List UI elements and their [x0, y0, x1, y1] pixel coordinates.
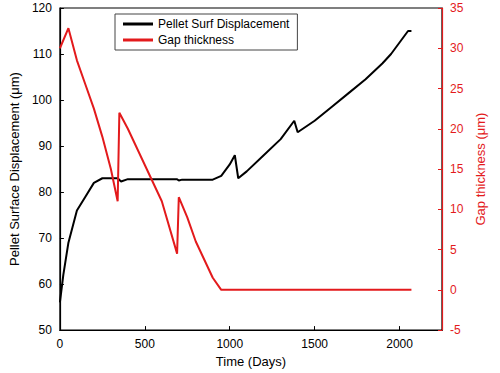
- svg-text:0: 0: [450, 283, 457, 297]
- svg-text:100: 100: [32, 93, 52, 107]
- svg-text:-5: -5: [450, 323, 461, 337]
- svg-text:2000: 2000: [386, 337, 413, 351]
- svg-text:80: 80: [39, 185, 53, 199]
- svg-text:Gap thickness: Gap thickness: [158, 33, 234, 47]
- svg-text:15: 15: [450, 162, 464, 176]
- svg-text:500: 500: [135, 337, 155, 351]
- svg-text:35: 35: [450, 1, 464, 15]
- svg-text:20: 20: [450, 122, 464, 136]
- svg-text:70: 70: [39, 231, 53, 245]
- svg-text:90: 90: [39, 139, 53, 153]
- svg-text:5: 5: [450, 243, 457, 257]
- svg-text:Pellet Surface Displacement (μ: Pellet Surface Displacement (μm): [7, 72, 22, 266]
- svg-text:60: 60: [39, 277, 53, 291]
- svg-text:0: 0: [57, 337, 64, 351]
- svg-text:50: 50: [39, 323, 53, 337]
- svg-text:30: 30: [450, 41, 464, 55]
- svg-text:Time (Days): Time (Days): [216, 354, 286, 369]
- svg-text:120: 120: [32, 1, 52, 15]
- svg-text:10: 10: [450, 202, 464, 216]
- svg-text:1500: 1500: [301, 337, 328, 351]
- svg-text:25: 25: [450, 82, 464, 96]
- svg-text:1000: 1000: [216, 337, 243, 351]
- svg-text:Pellet Surf Displacement: Pellet Surf Displacement: [158, 17, 290, 31]
- svg-text:Gap thickness (μm): Gap thickness (μm): [473, 113, 488, 226]
- svg-text:110: 110: [33, 47, 52, 61]
